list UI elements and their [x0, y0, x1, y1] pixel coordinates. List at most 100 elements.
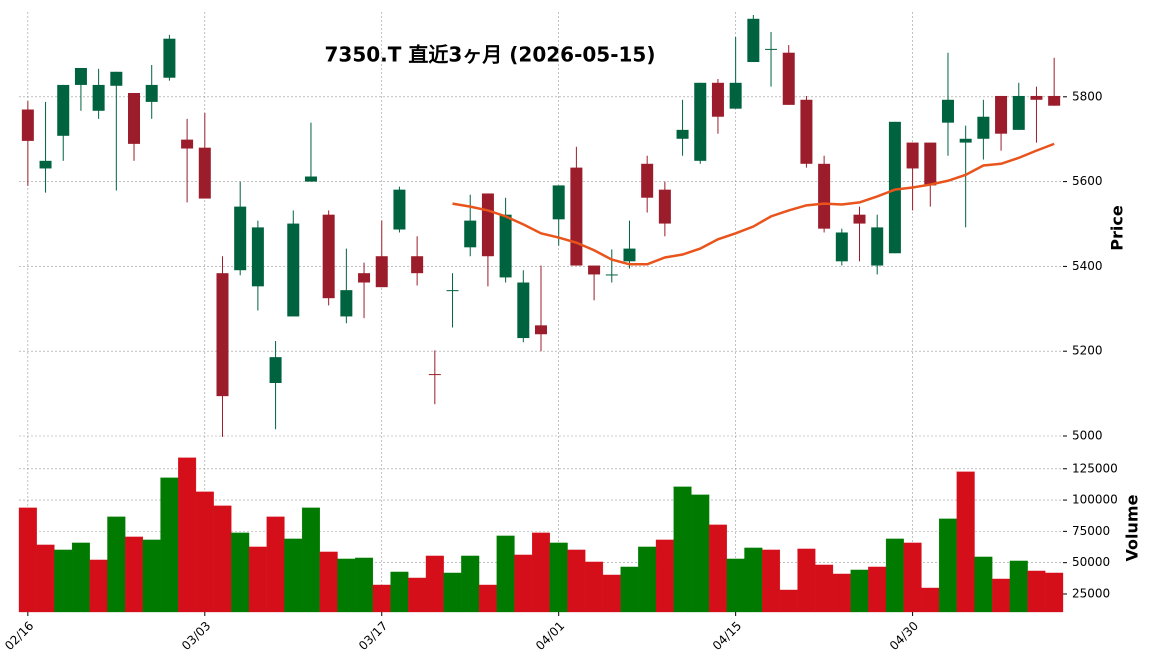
candle-body [287, 223, 300, 317]
y-tick-label: 5000 [1072, 429, 1103, 443]
volume-bar [992, 578, 1011, 613]
volume-bar [956, 471, 975, 613]
volume-bar [372, 584, 391, 613]
volume-bar [938, 518, 957, 613]
candle-body [358, 273, 371, 283]
candle-body [623, 248, 636, 262]
candle-body [835, 232, 848, 262]
y-tick-label: 5800 [1072, 89, 1103, 103]
volume-tick-label: 25000 [1072, 586, 1110, 600]
volume-bar [178, 457, 197, 613]
volume-bar [514, 554, 533, 613]
volume-bar [355, 557, 374, 613]
volume-bar [496, 535, 515, 613]
candle-body [853, 214, 866, 224]
candle-body [658, 189, 671, 224]
volume-bar [408, 577, 427, 613]
candle-body [977, 116, 990, 139]
volume-bar [655, 539, 674, 613]
candle-body [729, 82, 742, 109]
candle-body [428, 374, 441, 376]
candle-body [251, 227, 264, 287]
candle-body [128, 92, 141, 144]
volume-bar [850, 569, 869, 613]
volume-bar [425, 555, 444, 613]
volume-tick-label: 50000 [1072, 555, 1110, 569]
candle-body [411, 256, 424, 274]
volume-bar [585, 561, 604, 613]
volume-bar [142, 539, 161, 613]
candle-body [163, 38, 176, 78]
candle-body [1048, 95, 1061, 106]
volume-bar [248, 546, 267, 613]
candle-body [234, 206, 247, 271]
candle-body [941, 99, 954, 123]
candle-body [216, 273, 229, 397]
volume-bar [231, 532, 250, 613]
candle-body [818, 163, 831, 229]
moving-average-line [452, 142, 1055, 266]
volume-bar [832, 573, 851, 613]
volume-bar [195, 491, 214, 613]
candle-body [145, 84, 158, 102]
candle-body [552, 185, 565, 220]
volume-bar [443, 572, 462, 613]
volume-bar [762, 549, 781, 613]
candle-body [641, 163, 654, 198]
candle-body [322, 214, 335, 299]
x-tick-label: 04/30 [887, 619, 921, 653]
volume-bar [319, 551, 338, 613]
volume-bar [974, 556, 993, 613]
candle-body [446, 290, 459, 292]
volume-bar [1045, 572, 1064, 613]
x-tick-label: 04/15 [710, 619, 744, 653]
volume-bar [18, 507, 37, 613]
volume-axis-label: Volume [1123, 494, 1142, 561]
volume-bar [779, 589, 798, 613]
candle-body [74, 67, 87, 85]
volume-bar [301, 507, 320, 613]
candle-body [1030, 95, 1043, 100]
candle-body [499, 214, 512, 278]
candle-body [269, 357, 282, 383]
volume-bar [125, 536, 144, 613]
volume-bar [708, 524, 727, 613]
chart-title: 7350.T 直近3ヶ月 (2026-05-15) [325, 43, 656, 67]
volume-bar [744, 547, 763, 613]
volume-bar [107, 516, 126, 613]
volume-bar [868, 566, 887, 613]
candle-body [694, 82, 707, 161]
volume-bar [461, 555, 480, 613]
volume-bar [36, 544, 55, 613]
x-tick-label: 03/17 [356, 619, 390, 653]
candle-body [535, 325, 547, 335]
x-tick-label: 03/03 [179, 619, 213, 653]
candle-body [782, 52, 795, 105]
volume-bar [797, 548, 816, 613]
candle-body [1012, 95, 1025, 130]
y-tick-label: 5600 [1072, 174, 1103, 188]
candle-body [181, 139, 194, 149]
volume-bar [815, 564, 834, 613]
volume-bar [266, 516, 285, 613]
candle-body [481, 193, 494, 257]
candle-body [588, 265, 601, 275]
candle-body [340, 290, 353, 317]
candle-body [871, 227, 884, 266]
volume-bar [390, 571, 409, 613]
candle-body [304, 176, 317, 182]
candle-body [959, 138, 972, 143]
candle-body [110, 71, 123, 86]
volume-bar [673, 486, 692, 613]
candle-body [924, 142, 937, 186]
candle-body [605, 274, 618, 276]
candle-body [995, 95, 1008, 134]
candle-body [198, 147, 211, 199]
volume-bar [89, 559, 108, 613]
volume-bar [921, 587, 940, 613]
candle-body [711, 82, 724, 117]
volume-tick-label: 75000 [1072, 524, 1110, 538]
volume-bar [54, 549, 73, 613]
volume-bar [213, 505, 232, 613]
volume-tick-label: 100000 [1072, 493, 1118, 507]
